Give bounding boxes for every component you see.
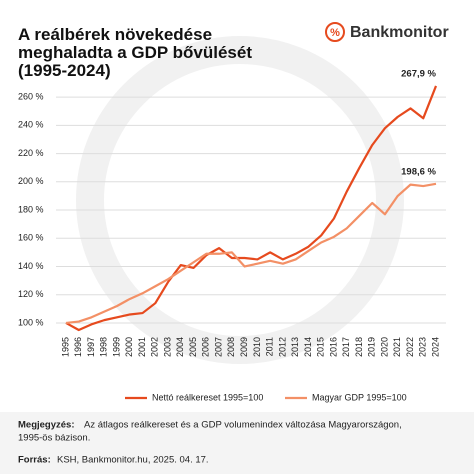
y-tick-label: 220 %	[18, 148, 44, 158]
y-tick-label: 200 %	[18, 176, 44, 186]
note-label: Megjegyzés:	[18, 420, 75, 431]
y-tick-label: 260 %	[18, 91, 44, 101]
value-label: 267,9 %	[401, 68, 436, 79]
legend-label: Magyar GDP 1995=100	[312, 392, 407, 402]
footer-bg	[0, 412, 474, 474]
x-tick-label: 2003	[162, 337, 172, 357]
x-tick-label: 2004	[175, 337, 185, 357]
x-tick-label: 2023	[418, 337, 428, 357]
x-tick-label: 2024	[430, 337, 440, 357]
x-tick-label: 2018	[354, 337, 364, 357]
x-tick-label: 2002	[150, 337, 160, 357]
x-tick-label: 2001	[137, 337, 147, 357]
source-label: Forrás:	[18, 455, 51, 466]
note: 1995-ös bázison.	[18, 433, 90, 444]
x-tick-label: 2015	[316, 337, 326, 357]
logo-symbol: %	[330, 27, 340, 39]
logo-icon	[325, 22, 345, 42]
y-tick-label: 120 %	[18, 289, 44, 299]
x-tick-label: 1999	[111, 337, 121, 357]
legend-label: Nettó reálkereset 1995=100	[152, 392, 263, 402]
x-tick-label: 2014	[303, 337, 313, 357]
x-tick-label: 2021	[392, 337, 402, 357]
x-tick-label: 2011	[265, 337, 275, 356]
x-tick-label: 2000	[124, 337, 134, 357]
y-tick-label: 180 %	[18, 204, 44, 214]
x-tick-label: 2007	[213, 337, 223, 357]
x-tick-label: 2009	[239, 337, 249, 357]
chart-title: A reálbérek növekedése	[18, 25, 212, 44]
series-line	[65, 85, 438, 332]
x-tick-label: 2010	[252, 337, 262, 357]
series-line	[65, 182, 437, 325]
watermark	[76, 36, 404, 364]
x-tick-label: 1996	[73, 337, 83, 357]
y-tick-label: 240 %	[18, 120, 44, 130]
brand: Bankmonitor	[350, 24, 449, 41]
note: Az átlagos reálkereset és a GDP volumeni…	[84, 420, 402, 431]
chart-title: (1995-2024)	[18, 61, 111, 80]
y-tick-label: 160 %	[18, 233, 44, 243]
value-label: 198,6 %	[401, 166, 436, 177]
x-tick-label: 2006	[201, 337, 211, 357]
x-tick-label: 2012	[277, 337, 287, 357]
x-tick-label: 1997	[86, 337, 96, 357]
y-tick-label: 140 %	[18, 261, 44, 271]
x-tick-label: 1995	[60, 337, 70, 357]
x-tick-label: 2019	[367, 337, 377, 357]
chart-title: meghaladta a GDP bővülését	[18, 43, 252, 62]
x-tick-label: 2005	[188, 337, 198, 357]
x-tick-label: 2017	[341, 337, 351, 357]
y-tick-label: 100 %	[18, 317, 44, 327]
x-tick-label: 2020	[379, 337, 389, 357]
x-tick-label: 2013	[290, 337, 300, 357]
x-tick-label: 2022	[405, 337, 415, 357]
x-tick-label: 2008	[226, 337, 236, 357]
x-tick-label: 1998	[99, 337, 109, 357]
x-tick-label: 2016	[328, 337, 338, 357]
source: KSH, Bankmonitor.hu, 2025. 04. 17.	[57, 455, 209, 466]
